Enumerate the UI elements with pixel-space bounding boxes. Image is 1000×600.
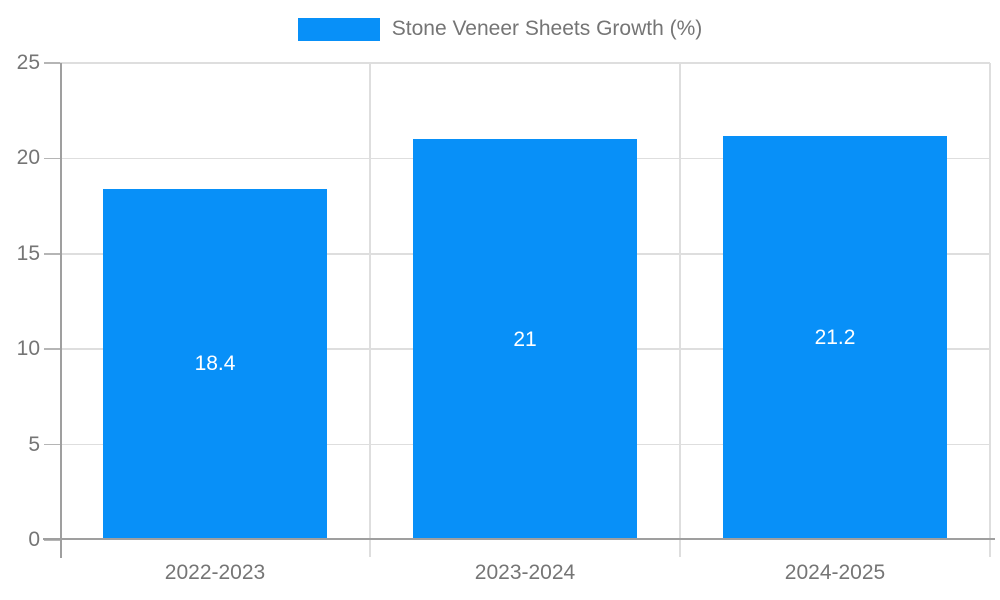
gridline-vertical — [679, 63, 681, 540]
y-axis-line — [60, 63, 62, 558]
y-tick-label: 15 — [16, 241, 40, 265]
y-tick-label: 0 — [28, 528, 40, 551]
x-axis-tick — [369, 540, 371, 557]
y-axis-tick — [44, 157, 60, 160]
legend-swatch — [297, 17, 380, 41]
y-axis-tick — [44, 253, 60, 255]
y-axis-tick — [44, 348, 60, 350]
gridline-vertical — [989, 63, 991, 540]
bar-value-label: 21.2 — [814, 325, 856, 349]
x-tick-label: 2024-2025 — [784, 561, 886, 584]
x-axis-tick — [679, 540, 681, 557]
legend: Stone Veneer Sheets Growth (%) — [0, 17, 1000, 41]
x-tick-label: 2022-2023 — [164, 561, 266, 584]
y-axis-tick — [44, 62, 60, 64]
bar — [103, 188, 327, 538]
legend-label: Stone Veneer Sheets Growth (%) — [391, 17, 703, 40]
x-axis-baseline — [43, 538, 995, 540]
y-axis-tick — [44, 443, 60, 446]
bar — [723, 135, 947, 538]
bar — [413, 139, 637, 538]
plot-area: 18.4 21 21.2 — [43, 62, 995, 558]
bar-value-label: 18.4 — [194, 352, 236, 376]
gridline-horizontal — [60, 62, 990, 64]
y-tick-label: 5 — [28, 432, 40, 456]
y-axis-tick — [44, 539, 60, 541]
y-tick-label: 25 — [16, 51, 40, 74]
y-tick-label: 10 — [16, 337, 40, 361]
x-axis-tick — [989, 540, 991, 557]
y-tick-label: 20 — [16, 146, 40, 170]
x-tick-label: 2023-2024 — [474, 561, 576, 584]
bar-value-label: 21 — [513, 327, 537, 351]
gridline-vertical — [369, 63, 371, 540]
